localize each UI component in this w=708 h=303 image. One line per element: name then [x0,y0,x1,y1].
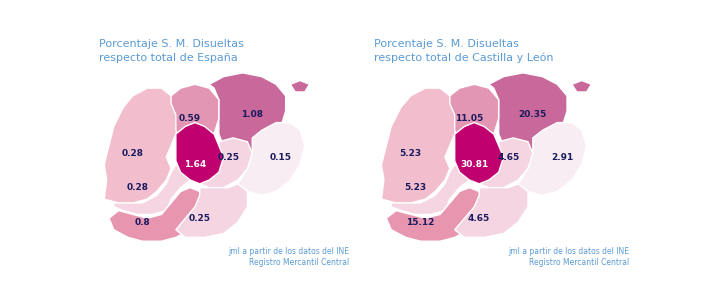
Text: 11.05: 11.05 [455,114,484,123]
Polygon shape [518,123,586,195]
Text: jml a partir de los datos del INE
Registro Mercantil Central: jml a partir de los datos del INE Regist… [228,247,349,267]
Polygon shape [114,165,190,215]
Text: 0.28: 0.28 [122,149,144,158]
Polygon shape [210,73,285,153]
Polygon shape [238,123,304,195]
Polygon shape [382,88,459,203]
Text: 5.23: 5.23 [404,183,427,192]
Text: 20.35: 20.35 [519,110,547,119]
Text: 4.65: 4.65 [468,214,490,223]
Polygon shape [450,84,498,153]
Polygon shape [572,81,591,92]
Text: 4.65: 4.65 [497,152,520,161]
Polygon shape [290,81,309,92]
Text: 2.91: 2.91 [551,152,573,161]
Polygon shape [392,165,469,215]
Text: 0.25: 0.25 [189,214,211,223]
Polygon shape [104,88,181,203]
Polygon shape [200,138,252,188]
Polygon shape [387,188,484,241]
Text: Porcentaje S. M. Disueltas
respecto total de España: Porcentaje S. M. Disueltas respecto tota… [99,39,244,63]
Polygon shape [455,184,528,237]
Polygon shape [109,188,205,241]
Text: 0.15: 0.15 [270,152,292,161]
Text: 0.8: 0.8 [135,218,150,227]
Text: 1.64: 1.64 [184,160,206,169]
Polygon shape [176,184,248,237]
Text: Porcentaje S. M. Disueltas
respecto total de Castilla y León: Porcentaje S. M. Disueltas respecto tota… [374,39,554,63]
Text: jml a partir de los datos del INE
Registro Mercantil Central: jml a partir de los datos del INE Regist… [508,247,629,267]
Text: 0.59: 0.59 [179,114,201,123]
Polygon shape [176,123,224,184]
Polygon shape [479,138,533,188]
Text: 5.23: 5.23 [400,149,422,158]
Polygon shape [171,84,219,153]
Text: 0.28: 0.28 [127,183,149,192]
Polygon shape [489,73,567,153]
Text: 30.81: 30.81 [460,160,489,169]
Text: 0.25: 0.25 [217,152,239,161]
Polygon shape [455,123,503,184]
Text: 1.08: 1.08 [241,110,263,119]
Text: 15.12: 15.12 [406,218,435,227]
